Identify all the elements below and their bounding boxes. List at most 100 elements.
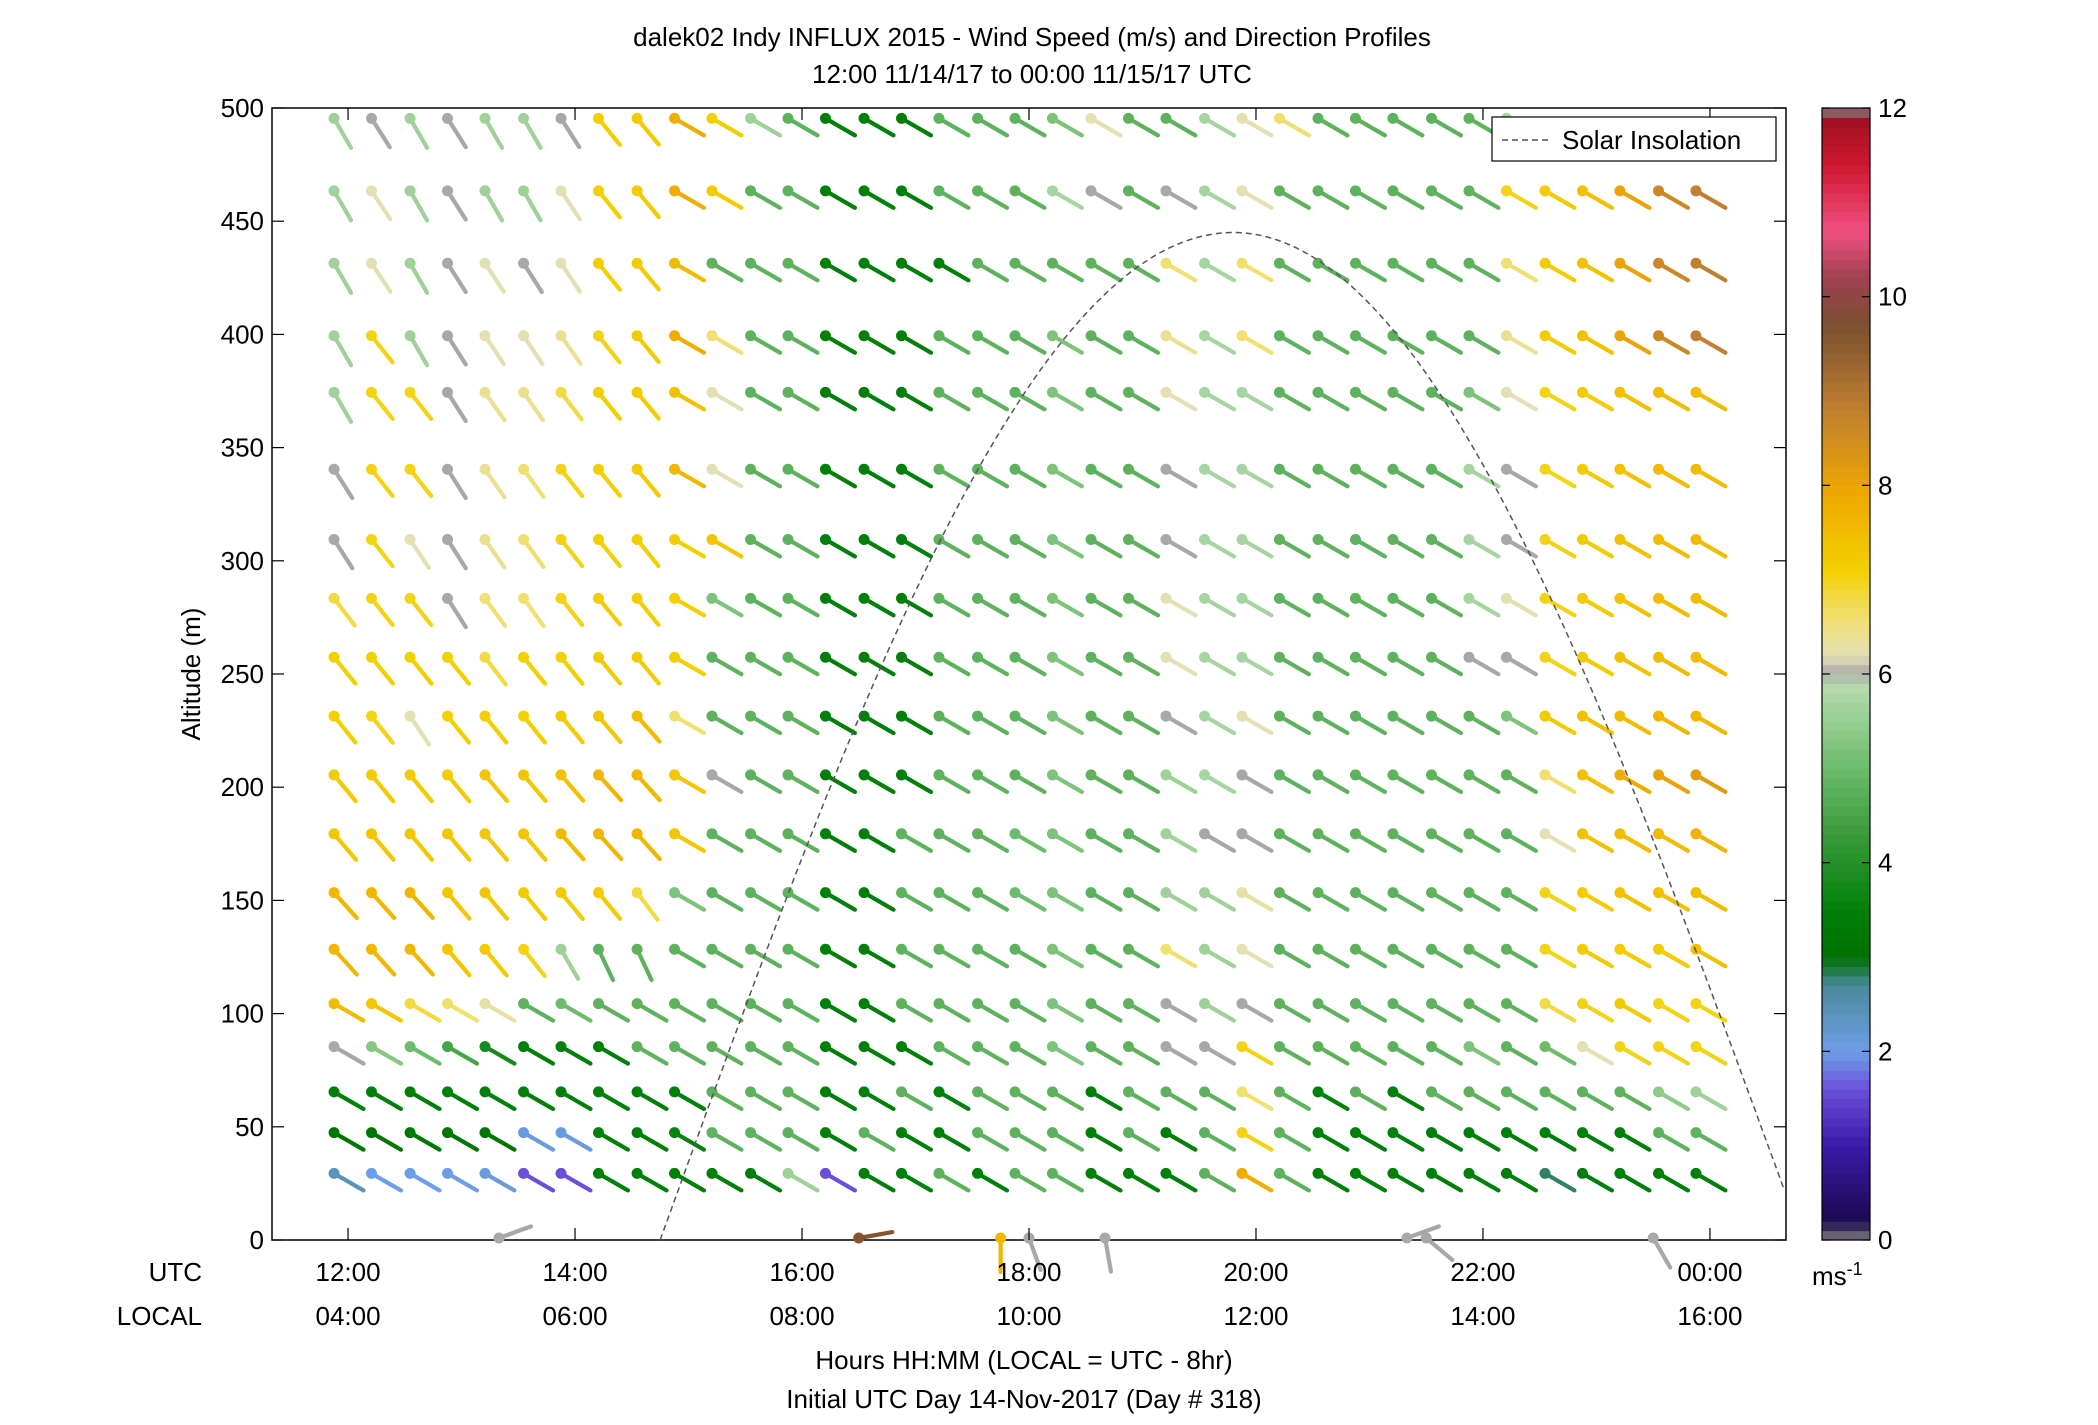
wind-barb-shaft [975,947,1010,969]
wind-barb-shaft [482,1001,517,1023]
wind-barb-dot [592,330,604,342]
wind-barb [1085,828,1123,853]
wind-barb-shaft [1693,188,1728,210]
wind-barb-shaft [1202,713,1237,736]
colorbar-band [1822,381,1870,392]
wind-barb [745,1086,783,1111]
wind-barb-dot [1236,386,1248,398]
wind-barb [631,769,662,803]
wind-barb-shaft [1202,261,1237,283]
wind-barb-dot [1576,887,1588,899]
wind-barb-shaft [1163,467,1198,489]
wind-barb-dot [819,1086,831,1098]
wind-barb [1160,386,1198,412]
wind-barb-shaft [1542,655,1577,677]
wind-barb-shaft [369,655,395,686]
wind-barb-dot [442,112,454,124]
wind-barb [328,1041,366,1066]
wind-barb-shaft [936,655,971,677]
wind-barb-dot [972,533,984,545]
wind-barb-dot [592,1127,604,1139]
wind-barb-dot [1387,112,1399,124]
wind-barb-shaft [1239,116,1274,138]
wind-barb-dot [1653,887,1665,899]
wind-barb [896,1167,934,1193]
colorbar-band [1822,494,1870,505]
wind-barb [1085,1086,1123,1111]
wind-barb [365,533,395,569]
wind-barb [1312,943,1350,969]
wind-barb-shaft [1617,261,1652,283]
wind-barb-shaft [1504,831,1538,853]
y-tick-label: 350 [221,433,264,463]
wind-barb-dot [1690,463,1702,475]
wind-barb-shaft [634,655,661,686]
wind-barb [858,533,896,559]
wind-barb [1653,463,1691,489]
wind-barb-dot [442,1127,454,1139]
wind-barb-shaft [1126,333,1161,355]
wind-barb-dot [555,386,567,398]
wind-barb-dot [669,943,681,955]
wind-barb-dot [706,828,718,840]
wind-barb-shaft [445,116,468,150]
wind-barb [782,386,820,412]
wind-barb-dot [1236,185,1248,197]
wind-barb [1614,998,1652,1023]
wind-barb-shaft [1050,1089,1084,1111]
colorbar-band [1822,843,1870,854]
wind-barb [328,1167,366,1193]
wind-barb-shaft [1163,116,1198,138]
wind-barb-shaft [975,772,1010,795]
wind-barb [555,1167,593,1193]
wind-barb-shaft [1163,537,1198,559]
wind-barb-dot [972,112,984,124]
wind-barb [1236,887,1274,912]
wind-barb-dot [1199,1167,1211,1179]
wind-barb-shaft [407,333,430,368]
wind-barb-dot [1236,887,1248,899]
wind-barb-dot [404,257,416,269]
wind-barb-shaft [1580,1130,1615,1152]
wind-barb-dot [1273,1041,1285,1053]
wind-barb-dot [518,112,530,124]
wind-barb-dot [1085,386,1097,398]
wind-barb-shaft [1429,467,1464,489]
wind-barb-shaft [445,1130,480,1152]
wind-barb-shaft [672,1130,707,1152]
wind-barb [1500,463,1538,489]
wind-barb [669,1041,707,1066]
wind-barb-dot [1539,1086,1551,1098]
wind-barb-dot [1500,257,1512,269]
wind-barb [1387,1167,1425,1193]
colorbar-band [1822,1211,1870,1222]
wind-barb-shaft [1429,1130,1464,1152]
wind-barb [442,943,472,978]
wind-barb-shaft [369,1130,404,1152]
wind-barb-shaft [634,333,661,365]
wind-barb-shaft [1429,713,1464,736]
wind-barb-dot [706,1127,718,1139]
wind-barb [1426,463,1464,489]
wind-barb-dot [1085,1086,1097,1098]
wind-barb-dot [1046,943,1058,955]
wind-barb-shaft [1163,1171,1198,1193]
wind-barb [1576,1086,1615,1111]
wind-barb-shaft [482,333,506,367]
wind-barb [1387,769,1425,795]
wind-barb [1500,1041,1538,1066]
wind-barb-shaft [1542,831,1577,853]
wind-barb [669,943,707,969]
wind-barb [1426,330,1464,355]
wind-barb-dot [1576,185,1588,197]
wind-barb-shaft [672,713,707,736]
wind-barb [1122,651,1161,677]
wind-barb-dot [1199,1127,1211,1139]
wind-barb-shaft [1202,947,1237,969]
wind-barb [669,887,707,912]
wind-barb-shaft [407,655,434,686]
wind-barb [1312,1086,1350,1111]
wind-barb [1426,112,1464,138]
colorbar-band [1822,881,1870,892]
wind-barb-dot [745,257,757,269]
